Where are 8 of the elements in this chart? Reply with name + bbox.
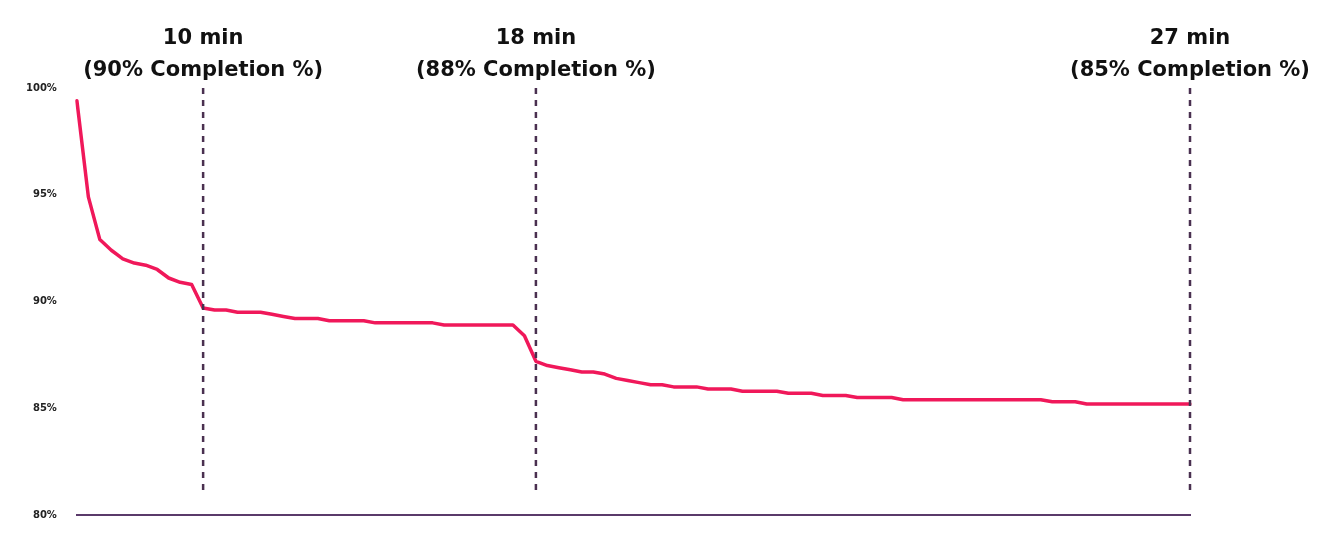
text: 27 min (85% Completion %) [1070, 25, 1310, 81]
y-tick-label: 85% [32, 401, 57, 413]
text: 18 min (88% Completion %) [415, 25, 656, 81]
y-tick-label: 95% [32, 188, 57, 200]
text: 10 min (90% Completion %) [83, 25, 324, 81]
y-tick-label: 90% [32, 295, 57, 307]
y-tick-label: 80% [32, 508, 57, 520]
y-tick-label: 100% [25, 81, 57, 93]
